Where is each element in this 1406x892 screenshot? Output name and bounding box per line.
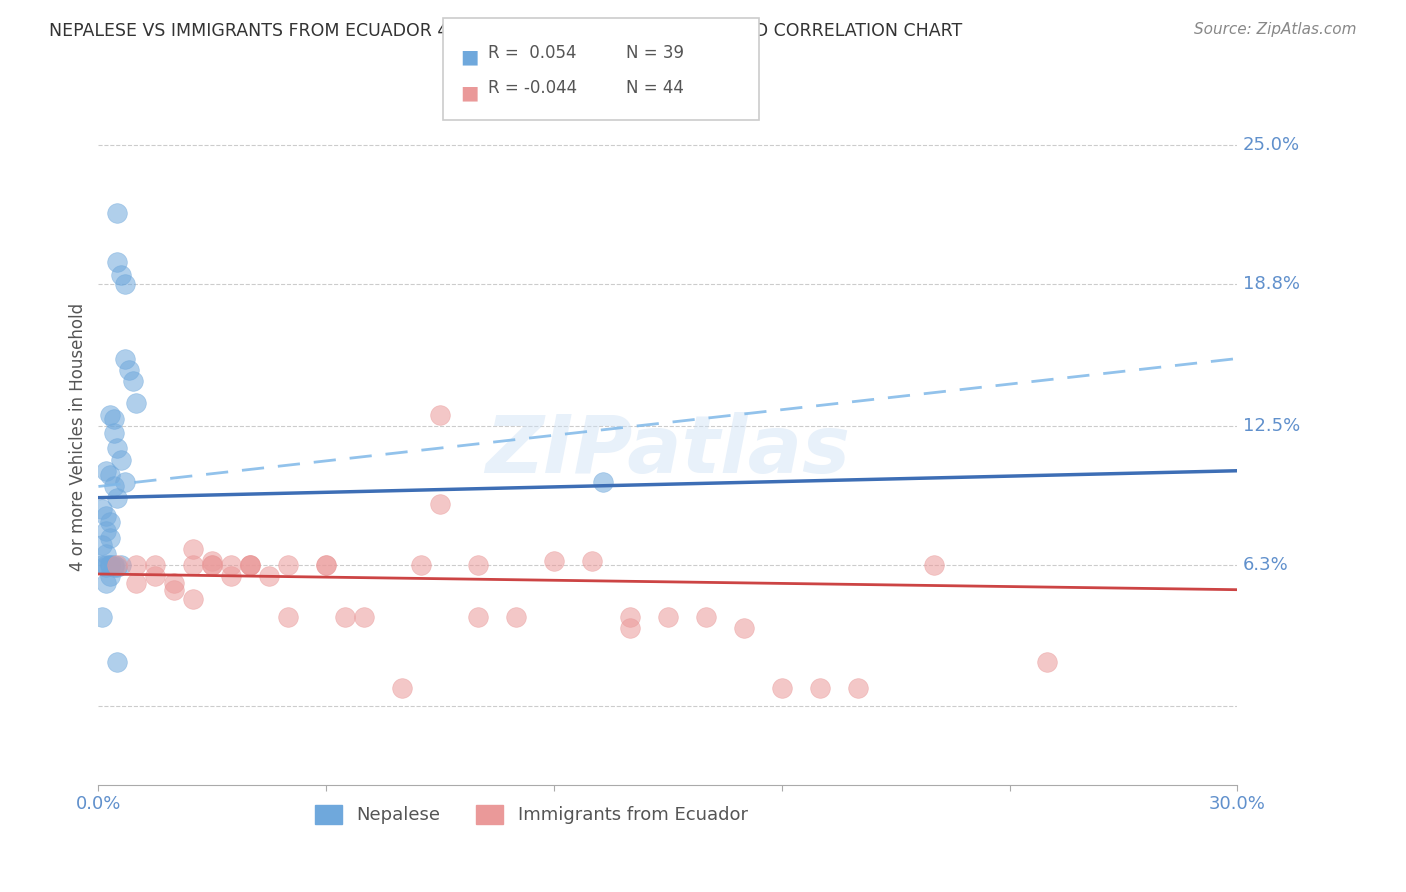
Point [91,558,114,572]
Point [118,363,141,377]
Point [91,538,114,552]
Text: ZIPatlas: ZIPatlas [485,412,851,490]
Point [1036,655,1059,669]
Point [183,542,205,557]
Point [183,558,205,572]
Legend: Nepalese, Immigrants from Ecuador: Nepalese, Immigrants from Ecuador [308,797,755,831]
Point [125,576,148,591]
Point [163,576,186,591]
Point [808,681,831,696]
Point [121,374,143,388]
Point [98,558,121,572]
Point [145,558,167,572]
Point [94,558,117,572]
Point [277,558,299,572]
Point [429,497,451,511]
Point [770,681,793,696]
Point [107,491,129,505]
Text: R = -0.044: R = -0.044 [488,79,576,97]
Point [429,408,451,422]
Point [107,205,129,219]
Point [110,452,132,467]
Point [353,609,375,624]
Point [103,560,125,574]
Point [239,558,262,572]
Point [145,569,167,583]
Text: 25.0%: 25.0% [1243,136,1301,154]
Point [592,475,614,489]
Point [221,569,243,583]
Point [695,609,717,624]
Point [411,558,433,572]
Y-axis label: 4 or more Vehicles in Household: 4 or more Vehicles in Household [69,303,87,571]
Point [467,558,489,572]
Point [163,582,186,597]
Point [922,558,945,572]
Point [315,558,337,572]
Point [107,442,129,456]
Point [221,558,243,572]
Point [619,621,641,635]
Point [201,558,224,572]
Text: 6.3%: 6.3% [1243,556,1289,574]
Point [201,553,224,567]
Point [505,609,527,624]
Point [94,524,117,539]
Point [110,268,132,283]
Point [98,516,121,530]
Point [103,425,125,440]
Text: Source: ZipAtlas.com: Source: ZipAtlas.com [1194,22,1357,37]
Point [107,255,129,269]
Point [107,558,129,572]
Point [277,609,299,624]
Text: R =  0.054: R = 0.054 [488,44,576,62]
Point [391,681,413,696]
Point [98,408,121,422]
Text: ■: ■ [460,47,478,66]
Point [110,558,132,572]
Point [94,508,117,523]
Point [581,553,603,567]
Point [94,547,117,561]
Point [201,558,224,572]
Point [107,655,129,669]
Point [239,558,262,572]
Point [98,531,121,545]
Point [114,351,136,366]
Point [103,558,125,572]
Text: N = 44: N = 44 [626,79,683,97]
Point [733,621,755,635]
Point [619,609,641,624]
Point [183,591,205,606]
Point [94,464,117,478]
Point [107,560,129,574]
Point [103,412,125,426]
Point [259,569,281,583]
Point [91,502,114,516]
Point [125,396,148,410]
Text: 18.8%: 18.8% [1243,276,1301,293]
Point [543,553,565,567]
Text: N = 39: N = 39 [626,44,683,62]
Point [657,609,679,624]
Point [114,475,136,489]
Point [98,558,121,572]
Point [335,609,357,624]
Text: ■: ■ [460,83,478,102]
Point [315,558,337,572]
Point [98,468,121,483]
Text: 12.5%: 12.5% [1243,417,1301,435]
Point [91,609,114,624]
Point [125,558,148,572]
Text: NEPALESE VS IMMIGRANTS FROM ECUADOR 4 OR MORE VEHICLES IN HOUSEHOLD CORRELATION : NEPALESE VS IMMIGRANTS FROM ECUADOR 4 OR… [49,22,963,40]
Point [94,560,117,574]
Point [114,277,136,292]
Point [94,576,117,591]
Point [98,569,121,583]
Point [239,558,262,572]
Point [846,681,869,696]
Point [103,479,125,493]
Point [467,609,489,624]
